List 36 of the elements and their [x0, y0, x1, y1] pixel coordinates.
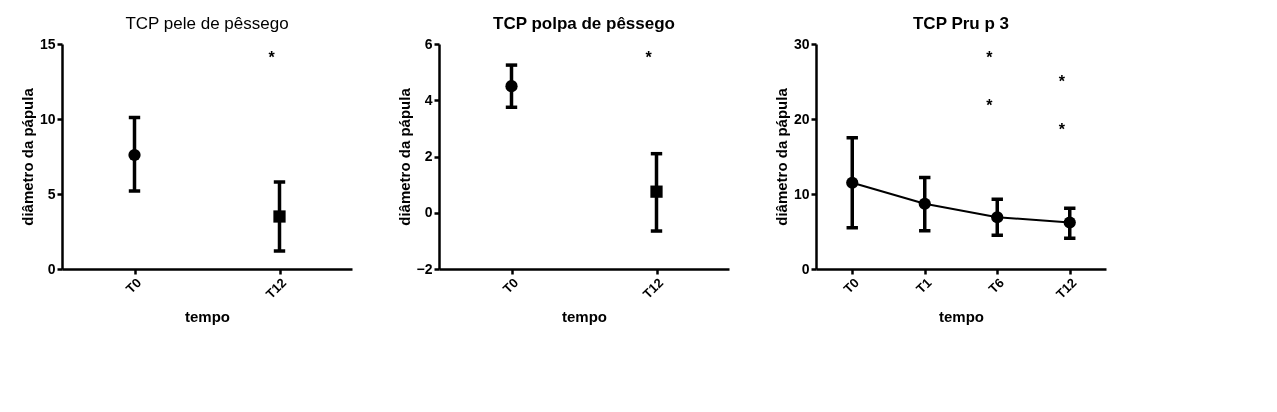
chart-title: TCP pele de pêssego — [125, 14, 289, 33]
y-tick-label: 0 — [801, 260, 810, 277]
y-axis-title: diâmetro da pápula — [395, 87, 413, 226]
y-tick-label: 30 — [793, 35, 810, 52]
y-tick-label: 15 — [39, 35, 56, 52]
y-tick-label: 10 — [39, 110, 56, 127]
y-tick-label: 0 — [47, 260, 56, 277]
y-tick-label: 0 — [424, 204, 433, 221]
y-tick-label: 4 — [424, 91, 433, 108]
y-tick-label: 20 — [793, 110, 810, 127]
y-tick-label: −2 — [416, 260, 433, 277]
annotation: * — [268, 49, 276, 66]
annotation: * — [986, 97, 994, 114]
x-tick-label: T12 — [639, 275, 667, 302]
y-tick-label: 5 — [47, 185, 56, 202]
chart-title: TCP Pru p 3 — [912, 14, 1010, 33]
chart-title: TCP polpa de pêssego — [492, 14, 676, 33]
x-axis-title: tempo — [939, 307, 984, 325]
y-tick-label: 10 — [793, 185, 810, 202]
x-tick-label: T12 — [1052, 275, 1080, 302]
x-axis-title: tempo — [562, 307, 607, 325]
x-tick-label: T0 — [499, 275, 522, 297]
annotation: * — [1058, 121, 1066, 138]
x-tick-label: T6 — [985, 275, 1007, 297]
annotation: * — [986, 49, 994, 66]
x-tick-label: T0 — [122, 275, 145, 297]
y-tick-label: 2 — [424, 148, 433, 164]
x-tick-label: T12 — [262, 275, 290, 302]
x-tick-label: T1 — [913, 275, 935, 297]
y-tick-label: 6 — [424, 35, 433, 52]
annotation: * — [1058, 73, 1066, 90]
annotation: * — [645, 49, 653, 66]
y-axis-title: diâmetro da pápula — [18, 87, 36, 226]
y-axis-title: diâmetro da pápula — [772, 87, 790, 226]
x-axis-title: tempo — [185, 307, 230, 325]
x-tick-label: T0 — [840, 275, 862, 297]
